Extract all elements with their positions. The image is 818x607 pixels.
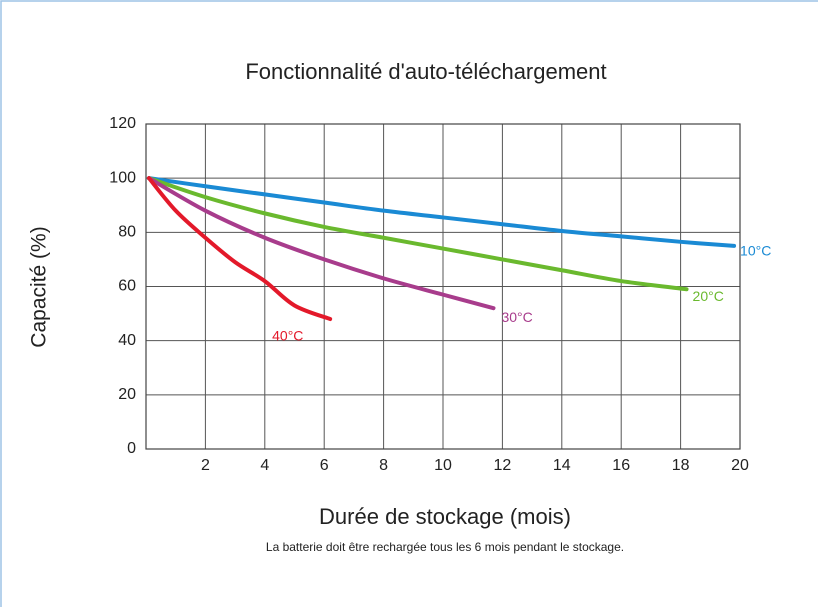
- x-tick-label: 4: [260, 457, 269, 474]
- y-tick-label: 120: [109, 115, 136, 132]
- series-label: 20°C: [693, 288, 724, 304]
- y-tick-label: 100: [109, 169, 136, 186]
- y-tick-label: 0: [127, 440, 136, 457]
- y-tick-label: 60: [118, 278, 136, 295]
- y-axis-label: Capacité (%): [28, 226, 51, 347]
- note: La batterie doit être rechargée tous les…: [266, 540, 624, 554]
- x-tick-label: 10: [434, 457, 452, 474]
- y-tick-label: 20: [118, 386, 136, 403]
- y-tick-label: 80: [118, 224, 136, 241]
- series-line: [146, 176, 737, 248]
- x-axis-label: Durée de stockage (mois): [319, 504, 571, 529]
- series-line: [146, 176, 333, 321]
- series-line: [146, 176, 496, 311]
- x-tick-label: 14: [553, 457, 571, 474]
- x-tick-label: 2: [201, 457, 210, 474]
- x-tick-label: 6: [320, 457, 329, 474]
- chart-title: Fonctionnalité d'auto-téléchargement: [245, 59, 606, 84]
- x-tick-label: 20: [731, 457, 749, 474]
- series-label: 30°C: [501, 309, 532, 325]
- y-tick-label: 40: [118, 332, 136, 349]
- plot-border: [145, 123, 741, 450]
- x-tick-label: 8: [379, 457, 388, 474]
- series-label: 10°C: [740, 243, 771, 259]
- x-tick-label: 12: [494, 457, 512, 474]
- series-line: [146, 176, 689, 292]
- series-label: 40°C: [272, 328, 303, 344]
- x-tick-label: 16: [612, 457, 630, 474]
- x-tick-label: 18: [672, 457, 690, 474]
